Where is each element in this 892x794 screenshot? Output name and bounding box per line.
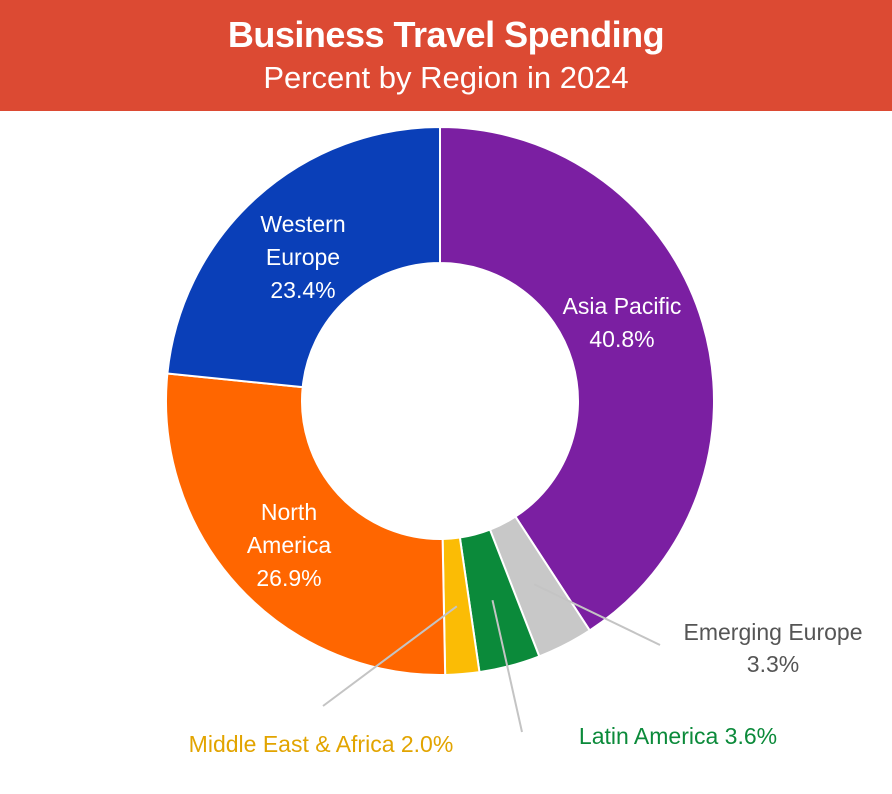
- slice-north-america: [165, 372, 447, 676]
- label-latin-america-value: 3.6%: [725, 723, 777, 749]
- chart-subtitle: Percent by Region in 2024: [263, 60, 629, 95]
- leader-line-latin-america: [491, 599, 523, 733]
- leader-line-middle-east-africa: [322, 605, 458, 707]
- label-middle-east-africa: Middle East & Africa 2.0%: [189, 731, 454, 757]
- label-north-america-value: 26.9%: [256, 565, 321, 591]
- label-western-europe-value: 23.4%: [270, 277, 335, 303]
- label-emerging-europe-value: 3.3%: [747, 651, 799, 677]
- slice-western-europe: [166, 125, 441, 389]
- chart-title: Business Travel Spending: [227, 14, 665, 55]
- leader-line-emerging-europe: [533, 583, 661, 646]
- label-north-america-line2: America: [247, 532, 332, 558]
- label-emerging-europe-name: Emerging Europe: [684, 619, 863, 645]
- label-western-europe-line2: Europe: [266, 244, 340, 270]
- label-north-america-line1: North: [261, 499, 317, 525]
- chart-header: Business Travel Spending Percent by Regi…: [0, 0, 892, 111]
- label-asia-pacific-name: Asia Pacific: [563, 293, 682, 319]
- slice-asia-pacific: [439, 125, 715, 632]
- label-latin-america-name: Latin America: [579, 723, 719, 749]
- label-latin-america: Latin America 3.6%: [579, 723, 777, 749]
- label-middle-east-africa-value: 2.0%: [401, 731, 453, 757]
- label-middle-east-africa-name: Middle East & Africa: [189, 731, 395, 757]
- label-western-europe-line1: Western: [260, 211, 345, 237]
- label-asia-pacific-value: 40.8%: [589, 326, 654, 352]
